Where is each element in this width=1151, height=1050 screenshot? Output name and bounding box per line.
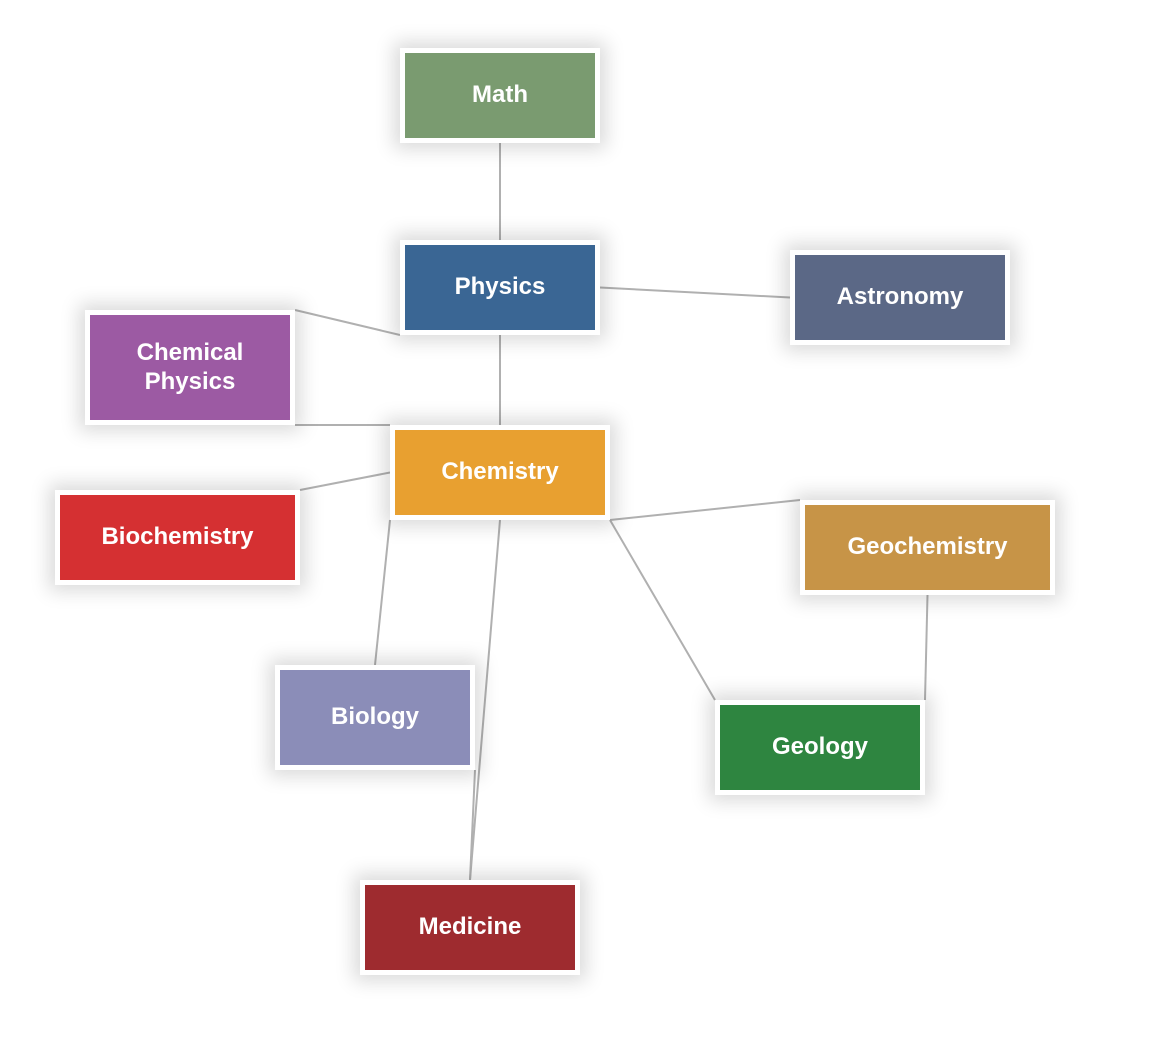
node-label-physics: Physics (455, 273, 546, 302)
edge-chemistry-geology (610, 520, 715, 700)
edge-physics-astronomy (600, 288, 790, 298)
edge-geochemistry-geology (925, 595, 928, 700)
edge-physics-chemical-physics (295, 310, 400, 335)
node-label-biology: Biology (331, 703, 419, 732)
node-geology: Geology (715, 700, 925, 795)
node-chemical-physics: Chemical Physics (85, 310, 295, 425)
node-biology: Biology (275, 665, 475, 770)
node-geochemistry: Geochemistry (800, 500, 1055, 595)
node-label-medicine: Medicine (419, 913, 522, 942)
node-label-geology: Geology (772, 733, 868, 762)
science-fields-diagram: Math Physics Astronomy Chemical Physics Chem… (0, 0, 1151, 1050)
node-label-chemistry: Chemistry (441, 458, 558, 487)
node-label-math: Math (472, 81, 528, 110)
node-label-geochemistry: Geochemistry (847, 533, 1007, 562)
node-astronomy: Astronomy (790, 250, 1010, 345)
node-label-chemical-physics: Chemical Physics (137, 339, 244, 397)
node-physics: Physics (400, 240, 600, 335)
node-label-astronomy: Astronomy (837, 283, 964, 312)
node-biochemistry: Biochemistry (55, 490, 300, 585)
edge-chemistry-biology (375, 520, 390, 665)
edge-chemistry-biochemistry (300, 473, 390, 491)
node-math: Math (400, 48, 600, 143)
node-chemistry: Chemistry (390, 425, 610, 520)
node-label-biochemistry: Biochemistry (101, 523, 253, 552)
node-medicine: Medicine (360, 880, 580, 975)
edge-chemistry-geochemistry (610, 500, 800, 520)
